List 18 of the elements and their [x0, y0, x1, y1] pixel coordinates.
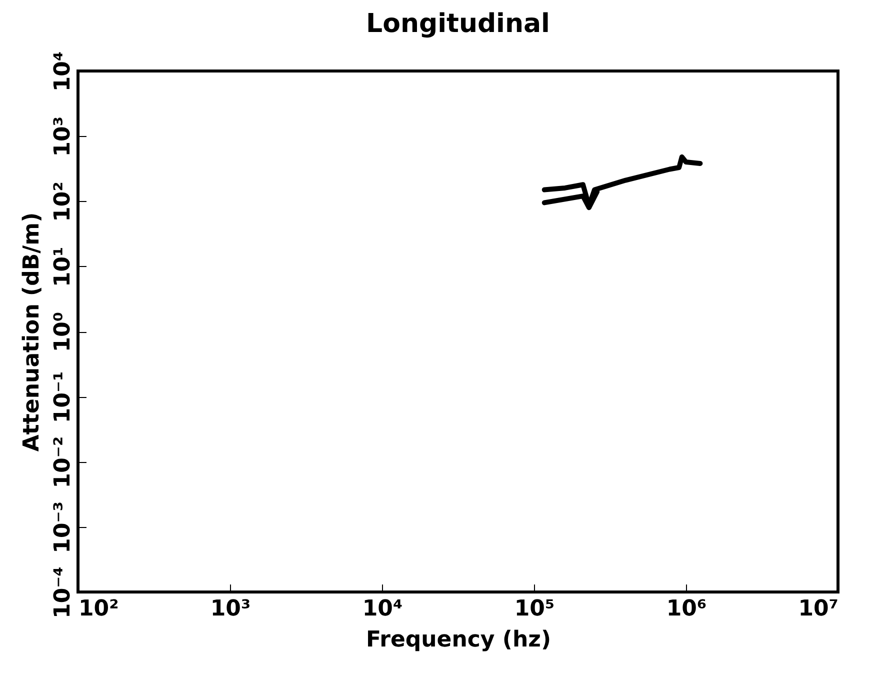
y-tick-label: 10⁰: [50, 312, 76, 352]
x-tick-label: 10⁴: [362, 596, 403, 622]
x-tick-label: 10⁵: [514, 596, 555, 622]
y-tick-label: 10⁻¹: [50, 371, 76, 424]
y-tick-label: 10⁴: [50, 51, 76, 92]
y-tick-label: 10¹: [50, 246, 76, 288]
chart-title: Longitudinal: [366, 8, 550, 39]
x-tick-label: 10⁶: [666, 596, 707, 622]
y-tick-label: 10³: [50, 116, 76, 157]
y-tick-label: 10⁻²: [50, 436, 76, 488]
y-tick-label: 10⁻³: [50, 501, 76, 554]
y-tick-label: 10⁻⁴: [50, 566, 76, 618]
x-axis-title: Frequency (hz): [366, 628, 552, 652]
y-axis-title: Attenuation (dB/m): [20, 212, 44, 452]
y-tick-label: 10²: [50, 182, 76, 222]
x-tick-label: 10³: [210, 596, 251, 622]
x-tick-label: 10²: [78, 596, 119, 622]
x-tick-label: 10⁷: [798, 596, 838, 622]
